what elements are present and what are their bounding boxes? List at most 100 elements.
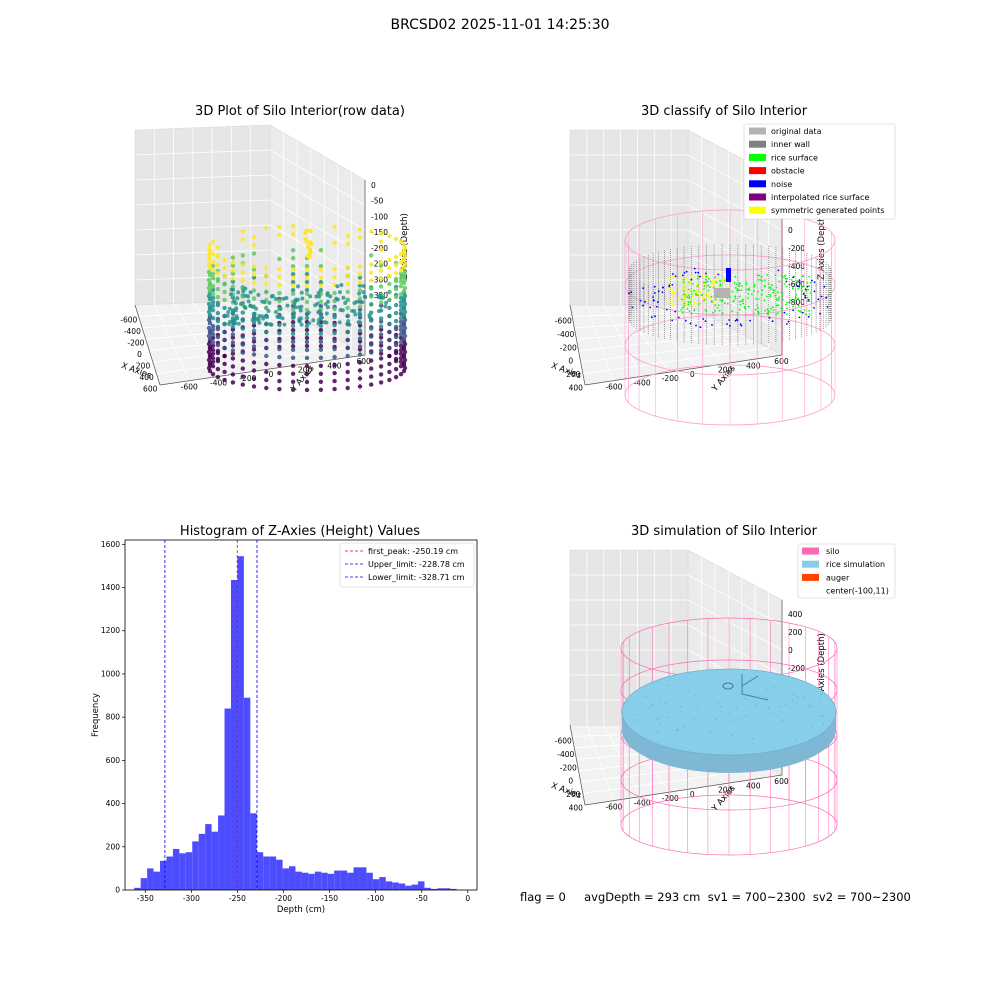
rice-point (754, 308, 757, 311)
raw-point (251, 336, 257, 341)
rice-point (757, 313, 760, 315)
symmetric-point (681, 278, 683, 281)
raw-point (277, 338, 282, 344)
grid-line (586, 724, 614, 801)
raw-point (273, 296, 278, 301)
y-tick-label: -200 (239, 374, 256, 383)
rice-sim-point (660, 700, 662, 702)
raw-point (252, 317, 257, 322)
noise-point (804, 294, 807, 297)
raw-point (369, 270, 374, 275)
raw-point (240, 253, 245, 258)
noise-cluster (726, 268, 731, 282)
histogram-bar (289, 866, 296, 890)
raw-point (378, 239, 384, 244)
raw-point (304, 323, 310, 329)
simulation-legend: silo rice simulation auger center(-100,11) (797, 543, 896, 599)
raw-point (277, 256, 282, 262)
raw-point (215, 302, 221, 308)
noise-point (662, 286, 664, 289)
raw-point (369, 286, 374, 291)
noise-point (699, 275, 701, 278)
raw-point (352, 301, 357, 305)
symmetric-point (691, 296, 693, 299)
y-tick-label: 0 (269, 370, 274, 379)
rice-point (697, 303, 700, 305)
symmetric-point (669, 301, 672, 304)
noise-point (798, 281, 801, 283)
z-tick-label: -50 (371, 197, 383, 206)
grid-line (586, 304, 614, 381)
raw-point (210, 284, 216, 289)
raw-point (264, 385, 269, 391)
rice-point (705, 275, 708, 278)
raw-point (378, 260, 384, 265)
grid-line (134, 199, 271, 206)
rice-point (716, 307, 719, 309)
legend-swatch (802, 573, 819, 581)
raw-point (318, 280, 324, 285)
rice-point (757, 298, 760, 300)
raw-point (290, 387, 296, 392)
raw-point (378, 303, 384, 308)
raw-point (362, 294, 367, 299)
y-tick-label: -400 (634, 378, 651, 387)
raw-data-3d-plot: -600-400-2000200400600-600-400-200020040… (120, 124, 410, 394)
symmetric-point (723, 281, 726, 283)
raw-point (290, 339, 296, 344)
rice-point (760, 276, 763, 279)
raw-point (393, 262, 399, 268)
raw-point (277, 378, 282, 384)
noise-point (702, 318, 705, 320)
raw-point (248, 303, 253, 308)
rice-sim-point (738, 718, 740, 720)
rice-point (707, 277, 710, 280)
raw-point (210, 308, 216, 313)
back-left-pane (569, 129, 689, 306)
symmetric-point (695, 291, 698, 294)
raw-point (398, 324, 404, 329)
histogram-bar (418, 881, 425, 890)
rice-point (747, 293, 750, 295)
raw-point (285, 303, 290, 308)
raw-point (307, 255, 312, 259)
rice-point (767, 313, 769, 316)
raw-point (290, 280, 296, 285)
rice-point (739, 295, 741, 298)
rice-point (807, 288, 809, 291)
symmetric-point (691, 275, 693, 277)
z-tick-label: -200 (788, 664, 805, 673)
raw-point (369, 358, 374, 363)
rice-point (799, 282, 802, 285)
rice-point (770, 307, 772, 310)
y-tick-label: 200 (298, 366, 313, 375)
rice-point (742, 298, 744, 301)
raw-point (252, 311, 256, 316)
histogram-bar (230, 579, 238, 890)
raw-point (367, 313, 372, 318)
raw-point (210, 348, 216, 353)
noise-point (736, 319, 739, 322)
noise-point (642, 287, 645, 290)
raw-point (393, 350, 399, 356)
z-tick-label: 400 (788, 610, 803, 619)
raw-data-points (206, 224, 408, 393)
raw-point (304, 327, 310, 333)
x-tick-label: 400 (569, 383, 584, 392)
raw-point (210, 332, 216, 337)
raw-point (357, 288, 363, 293)
raw-point (339, 283, 344, 287)
raw-point (264, 377, 269, 383)
raw-point (398, 308, 404, 313)
noise-point (690, 278, 693, 281)
rice-sim-point (796, 696, 798, 698)
raw-point (290, 371, 296, 376)
raw-point (398, 292, 404, 297)
raw-point (376, 309, 381, 314)
rice-point (756, 304, 759, 306)
y-tick-label: -400 (634, 798, 651, 807)
rice-point (680, 308, 683, 311)
raw-point (304, 387, 310, 393)
noise-point (652, 296, 654, 298)
symmetric-point (710, 283, 713, 285)
